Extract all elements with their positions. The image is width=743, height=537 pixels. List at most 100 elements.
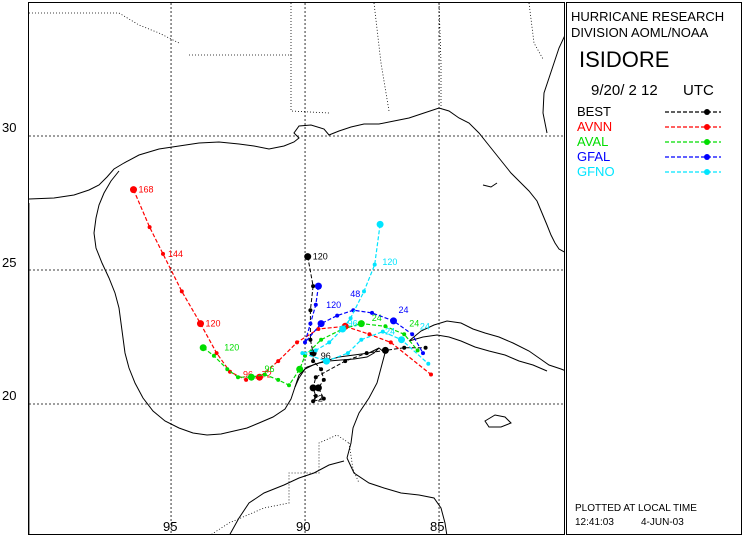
track-point-gfno (339, 325, 347, 333)
track-point-aval (402, 332, 407, 337)
lon-label-90: 90 (296, 519, 311, 534)
track-point-gfno (300, 351, 305, 356)
track-label-avnn: 72 (262, 370, 272, 380)
track-point-gfno (348, 316, 353, 321)
legend-swatch (665, 154, 721, 160)
track-label-gfno: 24 (385, 327, 395, 337)
track-label-gfal: 24 (399, 305, 409, 315)
org-line-1: HURRICANE RESEARCH (571, 9, 725, 24)
legend-swatch (665, 109, 721, 115)
track-label-gfno: 120 (382, 257, 397, 267)
track-point-aval (319, 337, 324, 342)
track-point-gfno (426, 361, 431, 366)
track-point-gfal (317, 320, 325, 328)
track-point-best (308, 337, 313, 342)
track-point-aval (415, 348, 420, 353)
utc-label: UTC (683, 82, 714, 99)
track-label-avnn: 168 (139, 185, 154, 195)
track-label-best: 72 (313, 394, 323, 404)
track-point-aval (199, 344, 207, 352)
legend-swatch (665, 139, 721, 145)
track-point-avnn (316, 327, 321, 331)
track-point-avnn (147, 225, 152, 230)
graticule (29, 3, 564, 534)
track-point-avnn (244, 377, 249, 382)
track-point-gfal (370, 310, 374, 315)
lat-label-30: 30 (2, 120, 17, 135)
track-point-gfno (359, 337, 364, 342)
info-panel: HURRICANE RESEARCH DIVISION AOML/NOAA IS… (566, 2, 742, 535)
track-point-gfno (398, 336, 405, 344)
track-point-avnn (130, 186, 137, 194)
track-point-best (321, 377, 326, 382)
legend-row-avnn: AVNN (567, 119, 741, 134)
lat-label-25: 25 (2, 255, 17, 270)
legend-row-aval: AVAL (567, 134, 741, 149)
legend-row-gfno: GFNO (567, 164, 741, 179)
legend-label: BEST (577, 104, 611, 119)
track-point-avnn (179, 289, 184, 294)
track-point-best (402, 345, 407, 350)
track-point-gfno (345, 351, 350, 356)
track-point-aval (296, 365, 304, 373)
org-line-2: DIVISION AOML/NOAA (571, 25, 709, 40)
track-point-gfal (335, 313, 340, 318)
track-point-gfno (323, 357, 330, 365)
track-line-gfal (304, 286, 424, 354)
track-label-aval: 96 (265, 364, 275, 374)
track-point-gfal (421, 351, 425, 356)
track-point-avnn (197, 320, 204, 328)
track-point-gfno (376, 220, 384, 228)
legend-row-gfal: GFAL (567, 149, 741, 164)
track-point-gfno (372, 262, 377, 267)
legend-label: AVAL (577, 134, 609, 149)
track-point-best (311, 399, 316, 404)
track-point-gfal (303, 340, 307, 345)
track-point-best (319, 367, 324, 372)
track-point-aval (383, 324, 388, 329)
track-label-aval: 120 (224, 343, 239, 353)
track-point-best (423, 345, 428, 350)
track-label-gfal: 48 (350, 289, 360, 299)
track-point-avnn (388, 340, 393, 345)
track-point-best (321, 396, 326, 401)
track-point-best (308, 308, 313, 313)
track-point-avnn (214, 351, 219, 356)
legend-swatch (665, 169, 721, 175)
legend-label: GFNO (577, 164, 615, 179)
lon-label-85: 85 (430, 519, 445, 534)
track-point-best (381, 346, 389, 354)
map-frame: 120 72 96 168 144 120 96 72 120 96 24 24 120 48 24 120 9… (28, 2, 565, 535)
track-point-aval (236, 375, 240, 380)
track-point-best (311, 284, 316, 289)
plot-date: 4-JUN-03 (641, 517, 684, 528)
plotted-note: PLOTTED AT LOCAL TIME (575, 503, 697, 514)
track-label-best: 96 (321, 351, 331, 361)
track-point-best (364, 351, 369, 356)
track-label-gfal: 120 (326, 300, 341, 310)
track-point-best (343, 359, 348, 364)
track-point-best (313, 394, 318, 398)
track-point-best (314, 384, 322, 392)
track-label-avnn: 96 (243, 370, 253, 380)
track-point-aval (225, 367, 230, 372)
track-point-gfno (380, 329, 385, 334)
track-point-gfal (410, 332, 415, 337)
track-line-aval (202, 322, 419, 386)
track-point-avnn (367, 332, 372, 337)
track-label-gfno: 96 (348, 319, 358, 329)
track-point-best (311, 359, 316, 364)
track-best: 120 72 96 (304, 252, 428, 404)
political-borders (29, 3, 544, 534)
storm-name: ISIDORE (579, 47, 670, 72)
track-point-avnn (295, 340, 299, 345)
track-label-aval: 24 (372, 313, 382, 323)
legend-label: GFAL (577, 149, 611, 164)
track-point-gfal (313, 302, 318, 307)
track-point-best (309, 384, 317, 392)
track-point-gfal (308, 321, 313, 326)
track-point-best (304, 253, 312, 261)
legend-label: AVNN (577, 119, 613, 134)
